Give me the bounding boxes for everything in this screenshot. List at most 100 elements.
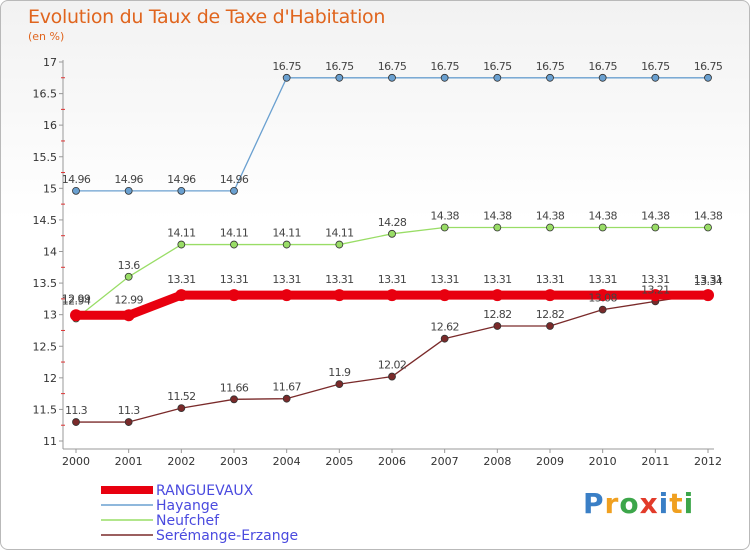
data-point: [282, 240, 291, 249]
data-point: [651, 223, 660, 232]
data-point: [230, 240, 238, 249]
data-label: 13.31: [167, 273, 196, 286]
data-point: [177, 186, 186, 195]
axes: 11 11.5 12 12.5 13 13.5 14 14.5 15 15.5 16 16.5 17 20…: [33, 56, 723, 468]
data-point: [124, 418, 133, 426]
data-label: 14.38: [536, 209, 565, 222]
data-labels: 12.99 12.99 13.31 13.31 13.31 13.31 13.31 13.31…: [62, 60, 724, 417]
data-label: 13.08: [588, 292, 617, 305]
x-tick-label: 2010: [589, 455, 617, 468]
x-tick-label: 2003: [220, 455, 248, 468]
proxiti-logo: Proxiti: [583, 487, 695, 520]
data-label: 12.99: [62, 292, 91, 305]
data-point: [122, 309, 135, 322]
data-point: [704, 73, 712, 82]
data-point: [177, 240, 186, 249]
legend-label: Hayange: [156, 498, 218, 514]
x-tick-label: 2004: [273, 455, 301, 468]
data-label: 13.31: [430, 273, 459, 286]
data-point: [596, 289, 609, 302]
y-tick-label: 11: [43, 435, 57, 448]
data-label: 13.31: [536, 273, 565, 286]
data-label: 11.3: [118, 404, 141, 417]
chart-title: Evolution du Taux de Taxe d'Habitation: [28, 6, 386, 28]
legend-label: RANGUEVAUX: [156, 483, 254, 499]
data-label: 13.31: [483, 273, 512, 286]
data-point: [598, 305, 607, 314]
data-point: [72, 186, 80, 195]
legend-label: Neufchef: [156, 513, 220, 529]
data-label: 13.31: [588, 273, 617, 286]
y-tick-label: 12: [43, 372, 57, 385]
data-label: 11.67: [272, 381, 301, 394]
data-point: [388, 372, 396, 381]
data-point: [175, 289, 188, 302]
data-label: 13.31: [272, 273, 301, 286]
data-point: [230, 186, 238, 195]
y-tick-label: 16.5: [33, 88, 58, 101]
data-point: [493, 322, 502, 330]
y-tick-label: 11.5: [33, 403, 58, 416]
data-point: [228, 289, 240, 302]
x-tick-label: 2012: [694, 455, 722, 468]
x-tick-label: 2009: [536, 455, 564, 468]
data-label: 12.02: [378, 359, 407, 372]
data-point: [440, 334, 449, 343]
data-label: 13.31: [641, 273, 670, 286]
data-label: 14.38: [483, 209, 512, 222]
y-tick-label: 12.5: [33, 340, 58, 353]
data-point: [335, 380, 344, 389]
data-label: 13.31: [378, 273, 407, 286]
data-label: 11.3: [65, 404, 88, 417]
data-point: [598, 73, 607, 82]
y-tick-label: 15.5: [33, 151, 58, 164]
data-label: 13.21: [641, 283, 670, 296]
data-label: 14.11: [167, 227, 196, 240]
y-tick-label: 14.5: [33, 214, 58, 227]
data-label: 16.75: [378, 60, 407, 73]
data-point: [335, 73, 344, 82]
series-lines: [70, 73, 714, 426]
data-point: [702, 289, 714, 302]
data-point: [335, 240, 344, 249]
data-label: 14.96: [114, 173, 143, 186]
data-label: 13.31: [694, 273, 723, 286]
data-label: 14.96: [220, 173, 249, 186]
data-point: [544, 289, 556, 302]
data-point: [440, 73, 449, 82]
data-label: 16.75: [483, 60, 512, 73]
data-point: [230, 395, 238, 404]
chart-subtitle: (en %): [28, 30, 65, 43]
data-point: [282, 394, 291, 403]
data-label: 11.9: [328, 366, 351, 379]
x-tick-label: 2006: [378, 455, 406, 468]
data-label: 14.11: [220, 227, 249, 240]
data-label: 16.75: [588, 60, 617, 73]
y-tick-label: 13: [43, 309, 57, 322]
y-tick-label: 17: [43, 56, 57, 69]
x-tick-label: 2011: [641, 455, 669, 468]
data-point: [388, 73, 396, 82]
data-point: [598, 223, 607, 232]
data-point: [651, 73, 660, 82]
data-label: 13.6: [118, 259, 141, 272]
data-point: [440, 223, 449, 232]
y-tick-label: 16: [43, 119, 57, 132]
data-label: 12.82: [536, 308, 565, 321]
data-label: 11.52: [167, 390, 196, 403]
data-label: 16.75: [694, 60, 723, 73]
x-tick-label: 2000: [62, 455, 90, 468]
data-label: 14.96: [167, 173, 196, 186]
y-tick-label: 13.5: [33, 277, 58, 290]
data-label: 14.38: [641, 209, 670, 222]
data-label: 12.99: [114, 293, 143, 306]
data-label: 16.75: [430, 60, 459, 73]
data-point: [72, 418, 80, 426]
data-label: 14.28: [378, 216, 407, 229]
data-label: 11.66: [220, 381, 249, 394]
data-label: 14.11: [272, 227, 301, 240]
data-point: [546, 73, 554, 82]
x-tick-label: 2002: [167, 455, 195, 468]
data-label: 13.31: [220, 273, 249, 286]
